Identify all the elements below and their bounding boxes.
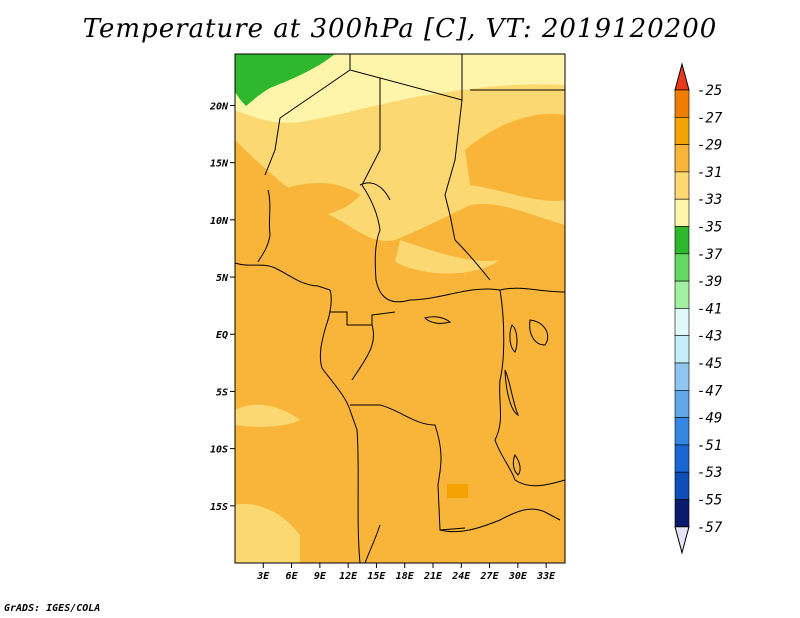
y-tick-label: 10N xyxy=(210,216,229,227)
colorbar-box xyxy=(674,335,690,364)
boundary-line xyxy=(409,287,566,301)
colorbar-label: -47 xyxy=(697,383,723,399)
axes: 3E 6E 9E 12E 15E 18E 21E 24E 27E 30E 33E 20N 15N 10N 5… xyxy=(209,101,556,582)
colorbar-label: -35 xyxy=(697,220,722,236)
plot-frame xyxy=(234,53,566,564)
colorbar-label: -49 xyxy=(697,411,722,427)
lake-outline xyxy=(504,369,519,417)
x-tick-label: 21E xyxy=(423,571,443,582)
colorbar-box xyxy=(674,171,690,200)
colorbar-box xyxy=(674,417,690,446)
colorbar-label: -43 xyxy=(697,329,722,345)
region-sahel-warm-west xyxy=(270,182,360,218)
colorbar: -25 -27 -29 -31 -33 -35 -37 -39 -41 -43 -45 -47 -49 -… xyxy=(674,62,723,555)
boundary-line xyxy=(359,182,391,201)
colorbar-box xyxy=(674,89,690,118)
boundary-line xyxy=(351,324,374,381)
colorbar-box xyxy=(674,499,690,528)
boundary-line xyxy=(234,262,361,564)
x-tick-label: 27E xyxy=(480,571,500,582)
colorbar-box xyxy=(674,144,690,173)
boundary-line xyxy=(364,524,381,564)
x-tick-label: 15E xyxy=(367,571,386,582)
boundary-line xyxy=(514,479,566,487)
map-area xyxy=(234,53,566,564)
y-tick-label: 15S xyxy=(210,502,228,513)
y-tick-label: 15N xyxy=(210,159,229,170)
colorbar-label: -31 xyxy=(697,165,722,181)
colorbar-label: -51 xyxy=(697,438,722,454)
y-tick-label: 5S xyxy=(216,387,228,398)
colorbar-label: -53 xyxy=(697,465,722,481)
colorbar-box xyxy=(674,226,690,255)
x-tick-label: 18E xyxy=(396,571,415,582)
y-tick-label: 20N xyxy=(209,101,229,112)
colorbar-box xyxy=(674,253,690,282)
boundary-line xyxy=(494,289,516,481)
x-tick-label: 24E xyxy=(451,571,471,582)
boundary-line xyxy=(444,99,463,241)
colorbar-bottom-arrow xyxy=(674,526,690,555)
colorbar-box xyxy=(674,389,690,418)
colorbar-box xyxy=(674,308,690,336)
grads-credit: GrADS: IGES/COLA xyxy=(4,603,101,614)
region-north-belt xyxy=(235,54,565,123)
colorbar-label: -45 xyxy=(697,356,722,372)
boundary-line xyxy=(350,404,466,531)
x-tick-label: 9E xyxy=(314,571,327,582)
colorbar-box xyxy=(674,117,690,145)
colorbar-box xyxy=(674,362,690,391)
boundary-line xyxy=(330,311,396,326)
colorbar-top-arrow xyxy=(674,62,690,91)
region-southwest-cool xyxy=(235,504,300,563)
colorbar-label: -55 xyxy=(697,493,722,509)
region-central-cool-tongue xyxy=(395,240,500,274)
y-tick-label: 5N xyxy=(216,273,229,284)
colorbar-box xyxy=(674,444,690,473)
region-sahel-warm-east xyxy=(465,113,565,202)
region-northwest-sahara xyxy=(235,54,335,106)
x-tick-label: 33E xyxy=(536,571,556,582)
colorbar-box xyxy=(674,198,690,227)
boundary-line xyxy=(439,508,561,533)
lake-outline xyxy=(529,319,549,346)
x-tick-label: 30E xyxy=(508,571,528,582)
lake-outline xyxy=(509,324,518,353)
x-tick-label: 3E xyxy=(256,571,270,582)
x-tick-label: 6E xyxy=(286,571,299,582)
lake-outline xyxy=(512,453,521,476)
region-west-cool-tongue xyxy=(235,404,300,427)
x-tick-label: 12E xyxy=(339,571,358,582)
colorbar-label: -27 xyxy=(697,110,723,126)
colorbar-label: -39 xyxy=(697,274,722,290)
boundary-line xyxy=(257,189,271,263)
colorbar-label: -29 xyxy=(697,138,722,154)
colorbar-box xyxy=(674,280,690,309)
y-tick-label: 10S xyxy=(210,445,228,456)
colorbar-label: -37 xyxy=(697,247,723,263)
boundary-line xyxy=(264,69,351,176)
colorbar-label: -33 xyxy=(697,192,722,208)
chart-title: Temperature at 300hPa [C], VT: 201912020… xyxy=(82,14,718,44)
colorbar-label: -41 xyxy=(697,301,722,317)
lake-outline xyxy=(424,316,452,324)
y-tick-label: EQ xyxy=(216,330,228,341)
region-southern-angola-patch xyxy=(447,484,468,498)
colorbar-box xyxy=(674,471,690,500)
colorbar-label: -25 xyxy=(697,83,722,99)
boundary-line xyxy=(454,239,491,281)
boundary-line xyxy=(361,184,411,303)
colorbar-label: -57 xyxy=(697,520,723,536)
